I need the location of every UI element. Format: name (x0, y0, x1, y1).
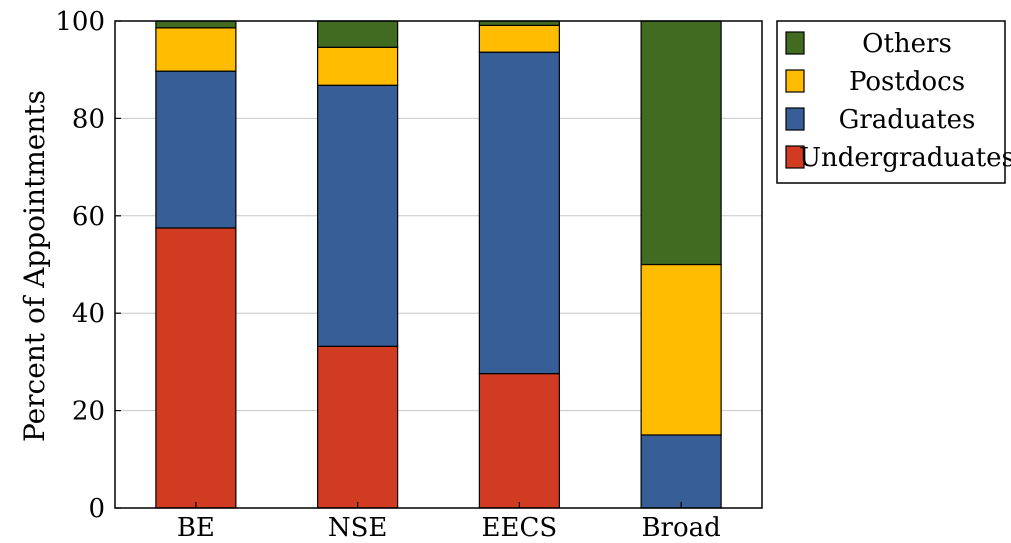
x-tick-labels: BE NSE EECS Broad (177, 513, 721, 543)
legend-label-postdocs: Postdocs (849, 67, 965, 97)
y-tick-label: 80 (72, 104, 105, 134)
bar-be-postdocs (155, 27, 237, 72)
bars (155, 20, 722, 509)
legend-swatch-undergraduates (785, 145, 805, 169)
x-tick-label: BE (177, 513, 215, 543)
tick-marks (115, 20, 682, 509)
legend-box (776, 20, 1006, 184)
legend-label-others: Others (862, 29, 952, 59)
legend-swatch-others (785, 31, 805, 55)
bar-nse-others (317, 20, 399, 48)
y-tick-label: 60 (72, 202, 105, 232)
bar-broad-postdocs (640, 263, 722, 436)
bar-be-undergraduates (155, 227, 237, 509)
x-tick-label: EECS (482, 513, 558, 543)
legend: Others Postdocs Graduates Undergraduates (776, 20, 1011, 184)
y-axis-label: Percent of Appointments (18, 90, 51, 442)
y-tick-label: 20 (72, 397, 105, 427)
bar-nse-graduates (317, 84, 399, 347)
bar-be-others (155, 20, 237, 29)
legend-swatch-graduates (785, 107, 805, 131)
legend-label-undergraduates: Undergraduates (799, 143, 1011, 173)
legend-swatch-postdocs (785, 69, 805, 93)
bar-eecs-graduates (478, 51, 560, 375)
y-tick-label: 40 (72, 299, 105, 329)
x-tick-label: NSE (328, 513, 388, 543)
bar-eecs-postdocs (478, 24, 560, 53)
x-tick-label: Broad (641, 513, 720, 543)
bar-nse-undergraduates (317, 345, 399, 509)
legend-label-graduates: Graduates (839, 105, 976, 135)
plot-frame (114, 20, 763, 509)
y-tick-labels: 0 20 40 60 80 100 (55, 7, 105, 524)
bar-broad-others (640, 20, 722, 266)
bar-broad-graduates (640, 434, 722, 509)
bar-nse-postdocs (317, 46, 399, 86)
y-tick-label: 0 (88, 494, 105, 524)
bar-eecs-undergraduates (478, 372, 560, 509)
bar-be-graduates (155, 70, 237, 229)
y-tick-label: 100 (55, 7, 105, 37)
